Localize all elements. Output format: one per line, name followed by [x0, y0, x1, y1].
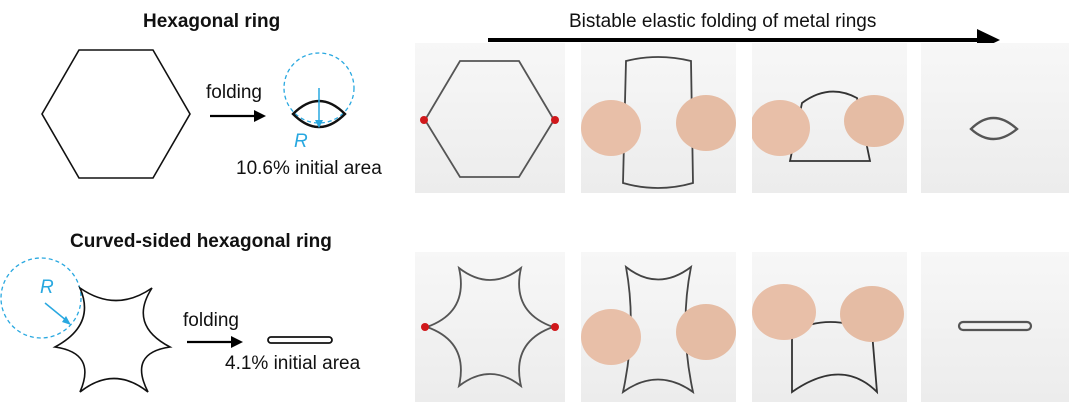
hexagon-shape	[41, 49, 191, 179]
bottom-folding-arrow	[187, 336, 243, 348]
photo-bottom-1	[415, 252, 565, 402]
sequence-label: Bistable elastic folding of metal rings	[569, 11, 877, 32]
photo-top-4	[921, 43, 1069, 193]
photo-bottom-4	[921, 252, 1069, 402]
photo-top-4-ring	[969, 116, 1019, 141]
photo-top-3	[752, 43, 907, 193]
photo-bottom-2-hands	[581, 264, 736, 395]
curved-hexagon-shape	[0, 257, 173, 393]
top-fold-result-diagram	[283, 52, 355, 129]
photo-top-2	[581, 43, 736, 193]
curved-ring-title: Curved-sided hexagonal ring	[70, 231, 332, 252]
bottom-fold-result-diagram	[267, 336, 333, 344]
top-radius-label: R	[294, 131, 308, 152]
top-folding-arrow	[210, 110, 266, 122]
bottom-folding-label: folding	[183, 310, 239, 331]
photo-top-1	[415, 43, 565, 193]
photo-top-1-ring	[420, 60, 559, 178]
photo-bottom-1-ring	[421, 265, 559, 389]
photo-bottom-3-hands	[752, 284, 904, 395]
bottom-area-label: 4.1% initial area	[225, 353, 361, 374]
photo-top-2-hands	[581, 56, 736, 189]
photo-top-3-hands	[752, 90, 904, 162]
photo-bottom-3	[752, 252, 907, 402]
top-area-label: 10.6% initial area	[236, 158, 382, 179]
bottom-radius-label: R	[40, 277, 54, 298]
photo-bottom-4-ring	[957, 320, 1033, 332]
hexagonal-ring-title: Hexagonal ring	[143, 11, 281, 32]
top-folding-label: folding	[206, 82, 262, 103]
photo-bottom-2	[581, 252, 736, 402]
